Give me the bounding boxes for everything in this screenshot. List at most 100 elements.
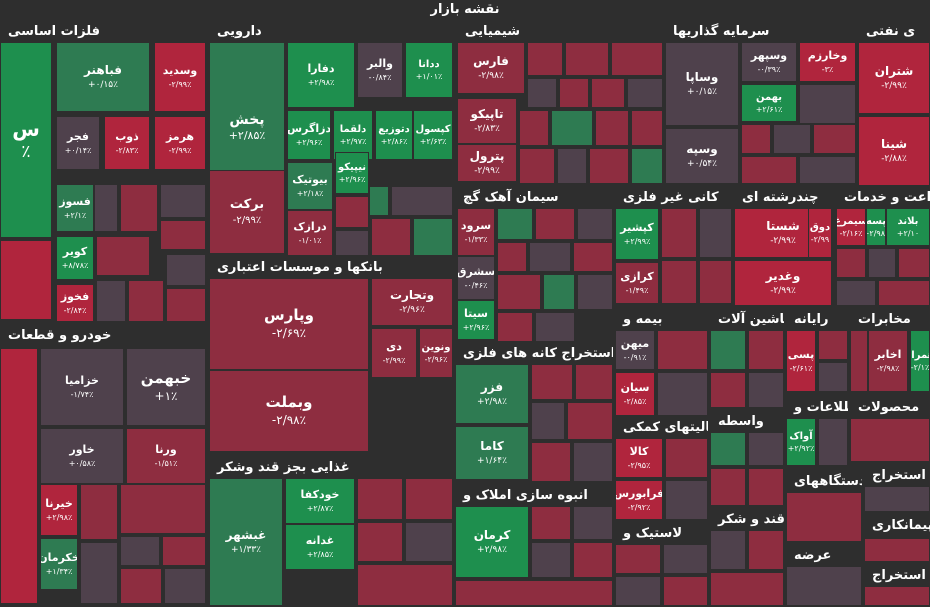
stock-tile[interactable] (531, 402, 565, 440)
stock-tile[interactable] (335, 230, 369, 256)
stock-tile[interactable] (799, 156, 856, 184)
stock-tile[interactable]: خبهمن +۱٪ (126, 348, 206, 426)
sector-header[interactable]: زراعت و خدمات (836, 186, 930, 208)
stock-tile[interactable] (595, 110, 629, 146)
stock-tile[interactable]: غبشهر +۱/۳۳٪ (209, 478, 283, 606)
stock-tile[interactable] (575, 364, 613, 400)
stock-tile[interactable] (573, 542, 613, 578)
stock-tile[interactable] (818, 418, 848, 466)
sector-header[interactable]: محصولات (850, 396, 930, 418)
stock-tile[interactable] (357, 522, 403, 562)
stock-tile[interactable] (813, 124, 856, 154)
sector-header[interactable]: خودرو و قطعات (0, 324, 207, 346)
stock-tile[interactable] (710, 432, 746, 466)
stock-tile[interactable] (878, 280, 930, 306)
stock-tile[interactable] (96, 280, 126, 322)
stock-tile[interactable]: دتوزیع +۲/۸۶٪ (375, 110, 413, 160)
stock-tile[interactable] (80, 542, 118, 604)
stock-tile[interactable] (818, 330, 848, 360)
sector-header[interactable]: چندرشته ای (734, 186, 834, 208)
stock-tile[interactable]: خیرنا +۲/۹۸٪ (40, 484, 78, 536)
stock-tile[interactable]: شینا -۲/۸۸٪ (858, 116, 930, 186)
stock-tile[interactable]: همراه -۲/۱٪ (910, 330, 930, 392)
stock-tile[interactable] (519, 110, 549, 146)
stock-tile[interactable] (80, 484, 118, 540)
stock-tile[interactable] (864, 538, 930, 562)
sector-header[interactable]: بیمه و (615, 308, 708, 330)
stock-tile[interactable] (657, 330, 708, 370)
stock-tile[interactable]: بلاند +۲/۱۰ (886, 208, 930, 246)
stock-tile[interactable]: پسه +۲/۹۸٪ (866, 208, 886, 246)
stock-tile[interactable] (627, 78, 663, 108)
sector-header[interactable]: فلزات اساسی (0, 20, 207, 42)
sector-header[interactable]: سرمایه گذاریها (665, 20, 856, 42)
sector-header[interactable]: عرضه (786, 544, 862, 566)
stock-tile[interactable]: اخابر -۲/۹۸٪ (868, 330, 908, 392)
stock-tile[interactable] (166, 288, 206, 322)
stock-tile[interactable] (120, 484, 206, 534)
stock-tile[interactable] (529, 242, 571, 272)
stock-tile[interactable] (661, 208, 697, 258)
sector-header[interactable]: استخراج (864, 464, 930, 486)
stock-tile[interactable] (836, 248, 866, 278)
stock-tile[interactable] (96, 236, 150, 276)
stock-tile[interactable]: دوق -۲/۹۹ (808, 208, 832, 258)
stock-tile[interactable]: دفارا +۲/۹۸٪ (287, 42, 355, 108)
sector-header[interactable]: رایانه (786, 308, 848, 330)
stock-tile[interactable] (699, 260, 732, 304)
stock-tile[interactable]: وسپه +۰/۵۴٪ (665, 128, 739, 184)
stock-tile[interactable] (573, 242, 613, 272)
stock-tile[interactable]: فجر +۰/۱۴٪ (56, 116, 100, 170)
stock-tile[interactable] (405, 522, 453, 562)
stock-tile[interactable] (710, 572, 784, 606)
stock-tile[interactable]: فخوز -۲/۸۴٪ (56, 284, 94, 322)
stock-tile[interactable] (663, 544, 708, 574)
stock-tile[interactable] (551, 110, 593, 146)
stock-tile[interactable] (699, 208, 732, 258)
stock-tile[interactable] (663, 576, 708, 606)
stock-tile[interactable] (357, 564, 453, 606)
stock-tile[interactable] (741, 124, 771, 154)
stock-tile[interactable]: ورنا -۱/۵۱٪ (126, 428, 206, 484)
stock-tile[interactable] (589, 148, 629, 184)
stock-tile[interactable] (573, 442, 613, 482)
sector-header[interactable]: لاستیک و (615, 522, 708, 544)
stock-tile[interactable] (868, 248, 896, 278)
stock-tile[interactable] (748, 468, 784, 506)
stock-tile[interactable]: کرازی -۱/۴۹٪ (615, 262, 659, 304)
stock-tile[interactable] (391, 186, 453, 216)
stock-tile[interactable] (748, 330, 784, 370)
stock-tile[interactable] (710, 468, 746, 506)
stock-tile[interactable]: وسپهر -۰/۳۹٪ (741, 42, 797, 82)
sector-header[interactable]: پیمانکاری (864, 514, 930, 536)
sector-header[interactable]: قند و شکر (710, 508, 784, 530)
stock-tile[interactable]: دی -۲/۹۹٪ (371, 328, 417, 378)
stock-tile[interactable]: ذوب -۲/۸۳٪ (104, 116, 150, 170)
stock-tile[interactable]: خاور +۰/۵۸٪ (40, 428, 124, 484)
stock-tile[interactable]: سیمرغ -۲/۱۶٪ (836, 208, 866, 246)
stock-tile[interactable]: فرابورس -۲/۹۲٪ (615, 480, 663, 520)
stock-tile[interactable]: ونوین -۲/۹۶٪ (419, 328, 453, 378)
stock-tile[interactable]: فباهنر +۰/۱۵٪ (56, 42, 150, 112)
stock-tile[interactable] (120, 536, 160, 566)
sector-header[interactable]: مخابرات (850, 308, 930, 330)
stock-tile[interactable]: فسوز +۲/۱٪ (56, 184, 94, 232)
stock-tile[interactable] (567, 402, 613, 440)
stock-tile[interactable]: هرمز -۲/۹۹٪ (154, 116, 206, 170)
sector-header[interactable]: شیمیایی (457, 20, 663, 42)
stock-tile[interactable]: وساپا +۰/۱۵٪ (665, 42, 739, 126)
stock-tile[interactable] (864, 586, 930, 606)
sector-header[interactable]: فعالیتهای کمکی (615, 416, 708, 438)
stock-tile[interactable] (369, 186, 389, 216)
stock-tile[interactable] (357, 478, 403, 520)
stock-tile[interactable] (665, 480, 708, 520)
sector-header[interactable]: غذایی بجز قند وشکر (209, 456, 453, 478)
stock-tile[interactable] (559, 78, 589, 108)
stock-tile[interactable] (661, 260, 697, 304)
stock-tile[interactable] (120, 184, 158, 232)
stock-tile[interactable] (615, 576, 661, 606)
stock-tile[interactable]: سیتا +۲/۹۶٪ (457, 300, 495, 340)
stock-tile[interactable]: بهمن +۲/۶۱٪ (741, 84, 797, 122)
stock-tile[interactable] (519, 148, 555, 184)
stock-tile[interactable] (577, 274, 613, 310)
